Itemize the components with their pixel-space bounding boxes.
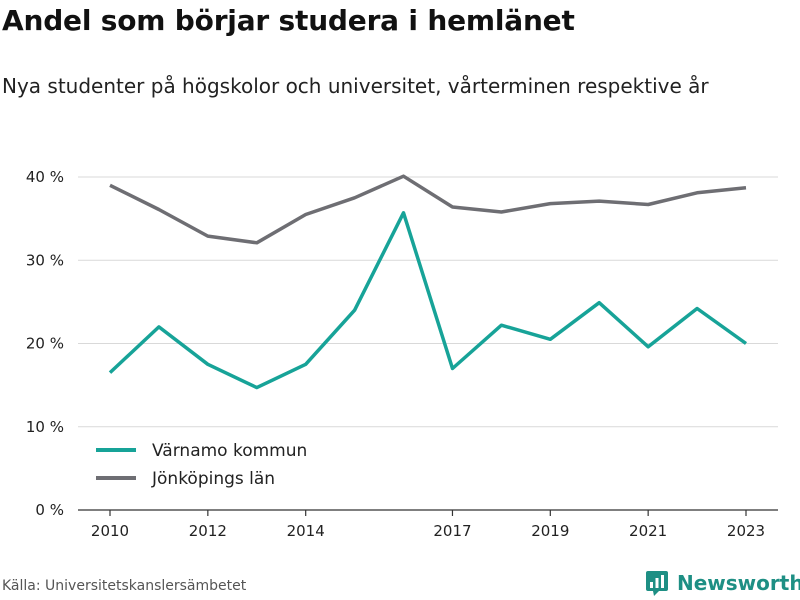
x-tick-label: 2014: [287, 522, 325, 540]
y-tick-label: 40 %: [26, 168, 64, 186]
y-tick-label: 30 %: [26, 251, 64, 269]
y-tick-label: 0 %: [35, 501, 64, 519]
x-tick-label: 2023: [727, 522, 765, 540]
line-chart: 0 % 10 % 20 % 30 % 40 % 2010 2012 2014 2017 2019…: [0, 0, 800, 600]
newsworthy-icon: [645, 570, 671, 596]
brand-logo: Newsworthy: [645, 570, 800, 596]
brand-name: Newsworthy: [677, 571, 800, 595]
series-lines: [110, 176, 746, 387]
x-axis: 2010 2012 2014 2017 2019 2021 2023: [78, 510, 778, 540]
y-tick-label: 20 %: [26, 335, 64, 353]
y-axis-ticks: 0 % 10 % 20 % 30 % 40 %: [26, 168, 64, 519]
x-tick-label: 2017: [433, 522, 471, 540]
legend-label: Värnamo kommun: [152, 441, 307, 461]
gridlines: [78, 177, 778, 427]
legend-label: Jönköpings län: [151, 469, 275, 489]
x-tick-label: 2021: [629, 522, 667, 540]
source-note: Källa: Universitetskanslersämbetet: [2, 578, 246, 594]
series-line-0: [110, 213, 746, 388]
y-tick-label: 10 %: [26, 418, 64, 436]
series-line-1: [110, 176, 746, 243]
x-tick-label: 2010: [91, 522, 129, 540]
x-tick-label: 2019: [531, 522, 569, 540]
legend: Värnamo kommun Jönköpings län: [96, 441, 307, 489]
x-tick-label: 2012: [189, 522, 227, 540]
